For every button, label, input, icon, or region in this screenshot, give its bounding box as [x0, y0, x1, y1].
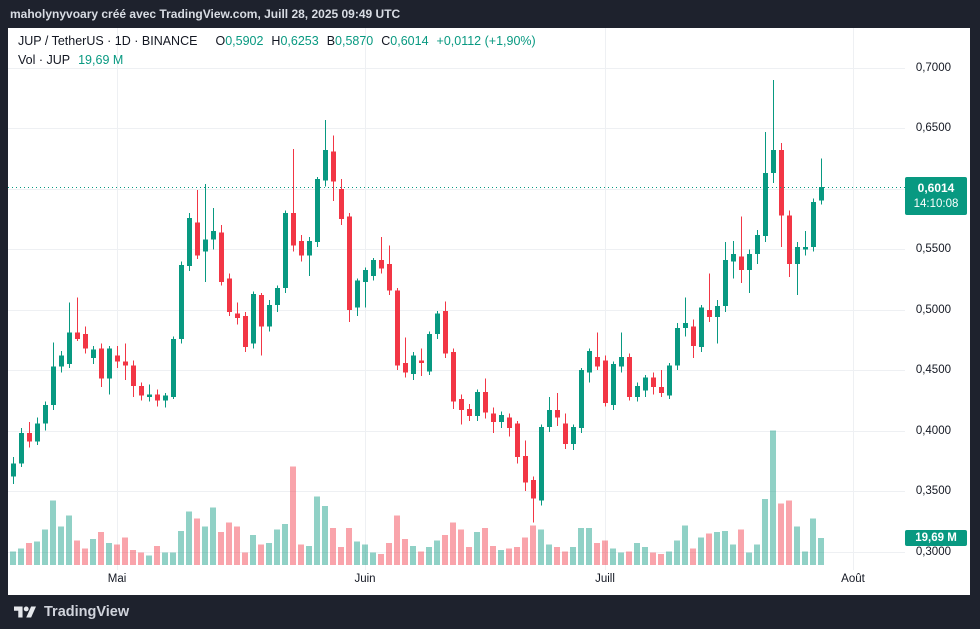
footer-bar: TradingView [0, 595, 980, 629]
symbol-title[interactable]: JUP / TetherUS · 1D · BINANCE [18, 34, 198, 48]
tradingview-logo-icon[interactable] [14, 604, 36, 620]
time-axis-label: Août [841, 573, 865, 585]
ohlc-value: 0,6014 [390, 34, 429, 48]
volume-indicator-label[interactable]: Vol · JUP [18, 53, 71, 67]
tradingview-brand-text: TradingView [44, 604, 130, 620]
bar-close-countdown: 14:10:08 [913, 198, 959, 210]
price-tick-label: 0,3000 [915, 546, 951, 558]
watermark-text: maholynyvoary créé avec TradingView.com,… [10, 7, 401, 21]
candlestick-series [11, 80, 824, 523]
volume-badge: 19,69 M [905, 530, 967, 546]
last-price-value: 0,6014 [917, 181, 955, 195]
price-tick-label: 0,5500 [915, 243, 951, 255]
grid-lines [8, 28, 905, 570]
ohlc-value: 0,6253 [280, 34, 319, 48]
watermark-bar: maholynyvoary créé avec TradingView.com,… [0, 0, 980, 28]
time-axis-label: Mai [107, 573, 127, 585]
ohlc-key: C [381, 34, 391, 48]
price-tick-label: 0,6500 [915, 122, 951, 134]
time-axis-label: Juin [354, 573, 376, 585]
ohlc-key: H [271, 34, 281, 48]
change-value: +0,0112 (+1,90%) [436, 34, 536, 48]
price-tick-label: 0,4000 [915, 425, 951, 437]
chart-plot-area[interactable] [8, 28, 970, 595]
ohlc-values: O0,5902 H0,6253 B0,5870 C0,6014 [207, 34, 428, 48]
volume-series [10, 430, 824, 565]
ohlc-key: B [326, 34, 336, 48]
ohlc-value: 0,5870 [335, 34, 374, 48]
price-tick-label: 0,7000 [915, 62, 951, 74]
legend-line-1: JUP / TetherUS · 1D · BINANCE O0,5902 H0,6… [18, 32, 536, 51]
legend: JUP / TetherUS · 1D · BINANCE O0,5902 H0,6… [18, 32, 536, 70]
last-price-badge: 0,6014 14:10:08 [905, 177, 967, 215]
ohlc-value: 0,5902 [225, 34, 264, 48]
price-tick-label: 0,5000 [915, 304, 951, 316]
ohlc-key: O [215, 34, 226, 48]
time-axis-label: Juill [595, 573, 615, 585]
legend-line-2: Vol · JUP 19,69 M [18, 51, 536, 70]
volume-indicator-value: 19,69 M [78, 53, 124, 67]
price-tick-label: 0,3500 [915, 485, 951, 497]
price-tick-label: 0,4500 [915, 364, 951, 376]
chart-panel: JUP / TetherUS · 1D · BINANCE O0,5902 H0,6… [8, 28, 970, 595]
